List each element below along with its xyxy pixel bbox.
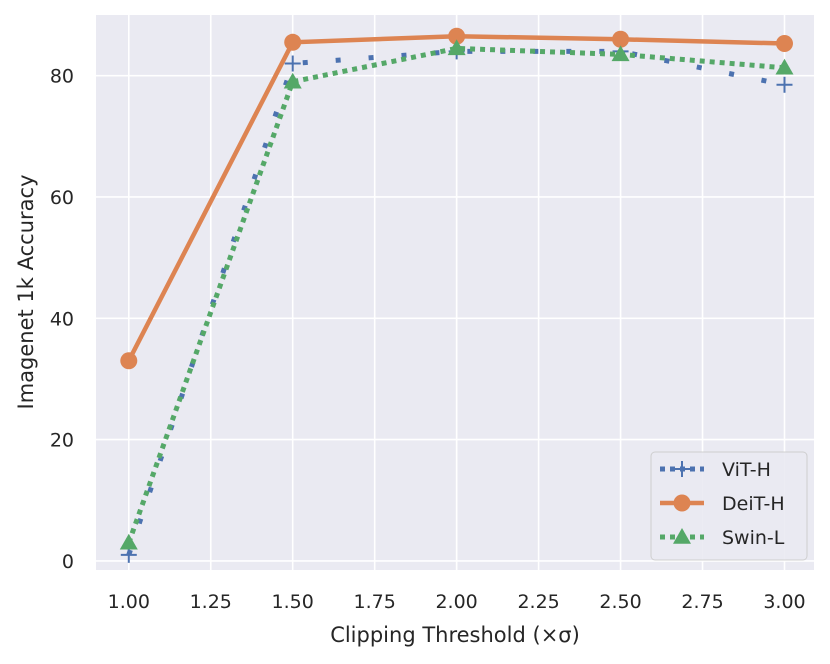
grid bbox=[96, 15, 814, 570]
series-deit-h bbox=[120, 27, 793, 370]
legend-entry: Swin-L bbox=[660, 527, 785, 549]
legend-entry: ViT-H bbox=[660, 459, 771, 481]
x-tick-label: 3.00 bbox=[763, 591, 805, 613]
y-tick-label: 80 bbox=[50, 66, 74, 88]
legend-box bbox=[650, 451, 808, 561]
legend-entry: DeiT-H bbox=[660, 493, 785, 515]
circle-marker bbox=[612, 30, 630, 48]
y-tick-label: 0 bbox=[62, 551, 74, 573]
circle-marker bbox=[775, 35, 793, 53]
circle-marker bbox=[120, 352, 138, 370]
x-axis-label: Clipping Threshold (×σ) bbox=[330, 623, 580, 647]
plus-marker bbox=[776, 76, 793, 93]
x-tick-label: 1.25 bbox=[190, 591, 232, 613]
x-tick-label: 1.75 bbox=[354, 591, 396, 613]
triangle-marker bbox=[447, 39, 466, 56]
circle-marker bbox=[673, 494, 691, 512]
y-tick-label: 60 bbox=[50, 187, 74, 209]
circle-marker bbox=[284, 33, 302, 51]
triangle-marker bbox=[283, 72, 302, 89]
y-axis-label: Imagenet 1k Accuracy bbox=[14, 175, 38, 410]
plus-marker bbox=[284, 55, 301, 72]
plus-marker bbox=[674, 461, 690, 477]
triangle-marker bbox=[611, 45, 630, 62]
x-tick-label: 1.50 bbox=[272, 591, 314, 613]
triangle-marker bbox=[119, 533, 138, 550]
x-tick-label: 2.00 bbox=[435, 591, 477, 613]
x-tick-label: 2.25 bbox=[517, 591, 559, 613]
x-tick-label: 1.00 bbox=[108, 591, 150, 613]
series-swin-l bbox=[119, 39, 794, 550]
triangle-marker bbox=[775, 58, 794, 75]
x-tick-label: 2.50 bbox=[599, 591, 641, 613]
circle-marker bbox=[448, 27, 466, 45]
series-layer bbox=[119, 27, 794, 563]
triangle-marker bbox=[673, 528, 691, 544]
legend-label: DeiT-H bbox=[722, 493, 785, 515]
y-tick-label: 20 bbox=[50, 430, 74, 452]
x-axis-ticks: 1.00 1.25 1.50 1.75 2.00 2.25 2.50 2.75 3.00 bbox=[108, 591, 806, 613]
x-tick-label: 2.75 bbox=[681, 591, 723, 613]
legend-label: Swin-L bbox=[722, 527, 785, 549]
y-tick-label: 40 bbox=[50, 308, 74, 330]
legend: ViT-H DeiT-H Swin-L bbox=[650, 451, 808, 561]
plus-marker bbox=[120, 546, 137, 563]
legend-label: ViT-H bbox=[722, 459, 771, 481]
y-axis-ticks: 0 20 40 60 80 bbox=[50, 66, 74, 573]
